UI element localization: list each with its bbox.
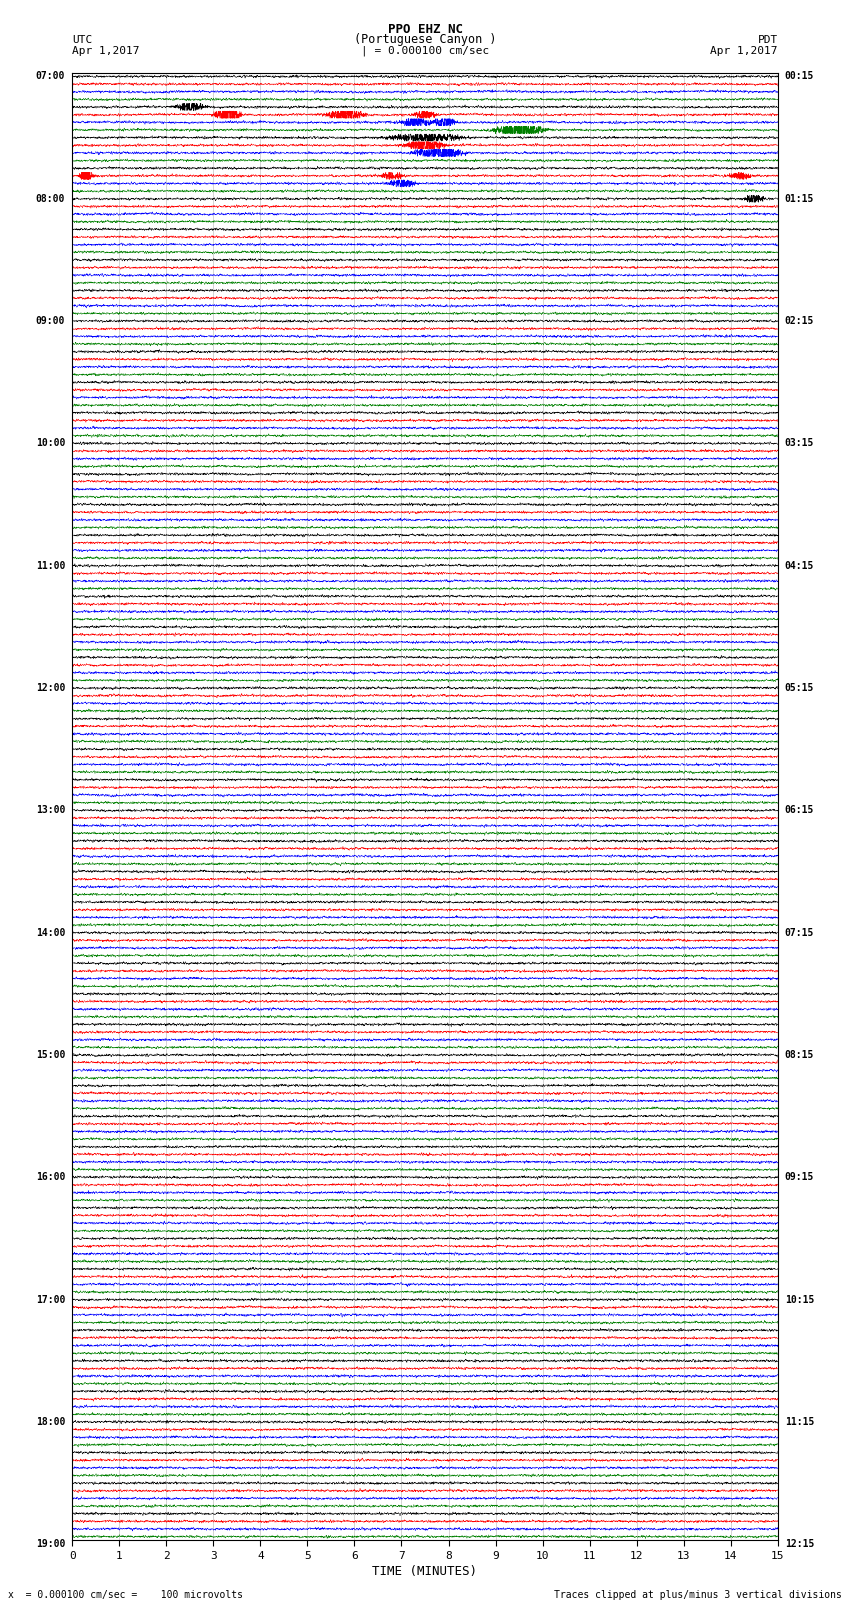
Text: 11:15: 11:15 (785, 1416, 814, 1428)
Text: 10:15: 10:15 (785, 1295, 814, 1305)
Text: | = 0.000100 cm/sec: | = 0.000100 cm/sec (361, 45, 489, 56)
Text: 17:00: 17:00 (36, 1295, 65, 1305)
Text: 03:15: 03:15 (785, 439, 814, 448)
Text: 09:15: 09:15 (785, 1173, 814, 1182)
Text: 09:00: 09:00 (36, 316, 65, 326)
Text: 15:00: 15:00 (36, 1050, 65, 1060)
Text: 16:00: 16:00 (36, 1173, 65, 1182)
Text: 06:15: 06:15 (785, 805, 814, 815)
X-axis label: TIME (MINUTES): TIME (MINUTES) (372, 1565, 478, 1578)
Text: 10:00: 10:00 (36, 439, 65, 448)
Text: 08:15: 08:15 (785, 1050, 814, 1060)
Text: Apr 1,2017: Apr 1,2017 (72, 47, 139, 56)
Text: 01:15: 01:15 (785, 194, 814, 203)
Text: 13:00: 13:00 (36, 805, 65, 815)
Text: PDT: PDT (757, 35, 778, 45)
Text: 14:00: 14:00 (36, 927, 65, 937)
Text: UTC: UTC (72, 35, 93, 45)
Text: 00:15: 00:15 (785, 71, 814, 81)
Text: 11:00: 11:00 (36, 561, 65, 571)
Text: 02:15: 02:15 (785, 316, 814, 326)
Text: x  = 0.000100 cm/sec =    100 microvolts: x = 0.000100 cm/sec = 100 microvolts (8, 1590, 243, 1600)
Text: (Portuguese Canyon ): (Portuguese Canyon ) (354, 32, 496, 45)
Text: PPO EHZ NC: PPO EHZ NC (388, 23, 462, 37)
Text: 19:00: 19:00 (36, 1539, 65, 1548)
Text: 12:15: 12:15 (785, 1539, 814, 1548)
Text: 04:15: 04:15 (785, 561, 814, 571)
Text: 12:00: 12:00 (36, 682, 65, 694)
Text: Traces clipped at plus/minus 3 vertical divisions: Traces clipped at plus/minus 3 vertical … (553, 1590, 842, 1600)
Text: 07:00: 07:00 (36, 71, 65, 81)
Text: 08:00: 08:00 (36, 194, 65, 203)
Text: 18:00: 18:00 (36, 1416, 65, 1428)
Text: Apr 1,2017: Apr 1,2017 (711, 47, 778, 56)
Text: 07:15: 07:15 (785, 927, 814, 937)
Text: 05:15: 05:15 (785, 682, 814, 694)
